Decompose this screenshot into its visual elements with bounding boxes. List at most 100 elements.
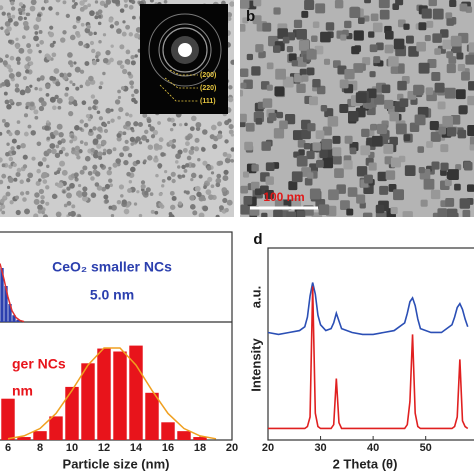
nanocrystal bbox=[228, 123, 234, 130]
nanocrystal bbox=[240, 185, 249, 194]
nanocrystal bbox=[66, 186, 71, 191]
nanocrystal bbox=[19, 191, 25, 196]
nanocrystal bbox=[87, 106, 92, 111]
nanocrystal bbox=[9, 55, 15, 61]
nanocrystal bbox=[15, 171, 21, 177]
nanocrystal bbox=[16, 61, 21, 65]
nanocrystal bbox=[46, 148, 52, 154]
nanocrystal bbox=[320, 105, 328, 112]
nanocrystal bbox=[84, 80, 91, 87]
nanocrystal bbox=[7, 17, 13, 23]
nanocrystal bbox=[423, 178, 435, 190]
nanocrystal bbox=[17, 15, 23, 21]
nanocrystal bbox=[133, 88, 139, 94]
nanocrystal bbox=[442, 39, 453, 50]
nanocrystal bbox=[37, 161, 44, 167]
histogram-bar bbox=[8, 304, 12, 322]
nanocrystal bbox=[206, 165, 212, 171]
nanocrystal bbox=[405, 35, 414, 44]
nanocrystal bbox=[119, 152, 125, 158]
nanocrystal bbox=[58, 131, 64, 138]
nanocrystal bbox=[5, 151, 10, 157]
nanocrystal bbox=[262, 22, 272, 32]
nanocrystal bbox=[445, 12, 453, 20]
nanocrystal bbox=[296, 155, 308, 167]
nanocrystal bbox=[13, 21, 19, 27]
nanocrystal bbox=[38, 178, 42, 182]
nanocrystal bbox=[242, 17, 249, 24]
nanocrystal bbox=[218, 160, 224, 166]
nanocrystal bbox=[229, 1, 234, 7]
nanocrystal bbox=[20, 142, 26, 149]
nanocrystal bbox=[36, 43, 40, 48]
nanocrystal bbox=[389, 111, 399, 122]
nanocrystal bbox=[442, 115, 453, 127]
nanocrystal bbox=[54, 94, 59, 100]
nanocrystal bbox=[94, 15, 99, 20]
nanocrystal bbox=[34, 86, 38, 91]
nanocrystal bbox=[15, 45, 20, 49]
histogram-bar bbox=[1, 398, 15, 440]
nanocrystal bbox=[291, 60, 298, 67]
nanocrystal bbox=[85, 114, 90, 119]
nanocrystal bbox=[82, 186, 88, 192]
nanocrystal bbox=[375, 211, 387, 217]
nanocrystal bbox=[114, 20, 120, 26]
nanocrystal bbox=[184, 163, 190, 168]
nanocrystal bbox=[128, 32, 134, 37]
nanocrystal bbox=[369, 44, 378, 53]
histogram-bar bbox=[16, 319, 20, 322]
nanocrystal bbox=[42, 214, 48, 217]
nanocrystal bbox=[413, 84, 424, 96]
nanocrystal bbox=[177, 174, 181, 178]
nanocrystal bbox=[74, 66, 81, 73]
nanocrystal bbox=[129, 136, 135, 142]
nanocrystal bbox=[170, 171, 176, 177]
nanocrystal bbox=[174, 160, 179, 164]
nanocrystal bbox=[71, 0, 76, 3]
nanocrystal bbox=[74, 150, 80, 156]
nanocrystal bbox=[377, 171, 387, 182]
nanocrystal bbox=[212, 143, 218, 150]
nanocrystal bbox=[131, 93, 135, 97]
nanocrystal bbox=[321, 138, 333, 150]
nanocrystal bbox=[440, 169, 447, 176]
nanocrystal bbox=[288, 181, 298, 191]
nanocrystal bbox=[431, 161, 440, 170]
nanocrystal bbox=[117, 95, 122, 100]
nanocrystal bbox=[339, 103, 349, 114]
x-tick-label: 20 bbox=[226, 442, 238, 454]
nanocrystal bbox=[222, 175, 229, 182]
nanocrystal bbox=[71, 4, 77, 10]
nanocrystal bbox=[421, 8, 432, 19]
nanocrystal bbox=[131, 97, 136, 103]
nanocrystal bbox=[344, 69, 355, 80]
nanocrystal bbox=[69, 80, 73, 84]
nanocrystal bbox=[25, 190, 30, 195]
nanocrystal bbox=[418, 166, 425, 174]
nanocrystal bbox=[368, 31, 375, 38]
nanocrystal bbox=[125, 112, 129, 117]
nanocrystal bbox=[216, 173, 222, 179]
nanocrystal bbox=[16, 167, 22, 173]
nanocrystal bbox=[218, 205, 224, 211]
nanocrystal bbox=[440, 144, 449, 153]
nanocrystal bbox=[103, 194, 109, 200]
nanocrystal bbox=[126, 60, 131, 65]
nanocrystal bbox=[98, 116, 104, 121]
nanocrystal bbox=[14, 129, 21, 136]
x-tick-label: 30 bbox=[314, 442, 326, 454]
nanocrystal bbox=[309, 163, 318, 173]
nanocrystal bbox=[351, 46, 360, 55]
nanocrystal bbox=[103, 128, 109, 134]
nanocrystal bbox=[0, 157, 3, 163]
nanocrystal bbox=[22, 164, 28, 169]
nanocrystal bbox=[222, 151, 228, 157]
nanocrystal bbox=[1, 11, 6, 16]
nanocrystal bbox=[21, 7, 26, 12]
nanocrystal bbox=[25, 101, 31, 108]
nanocrystal bbox=[45, 93, 50, 97]
nanocrystal bbox=[264, 190, 274, 200]
